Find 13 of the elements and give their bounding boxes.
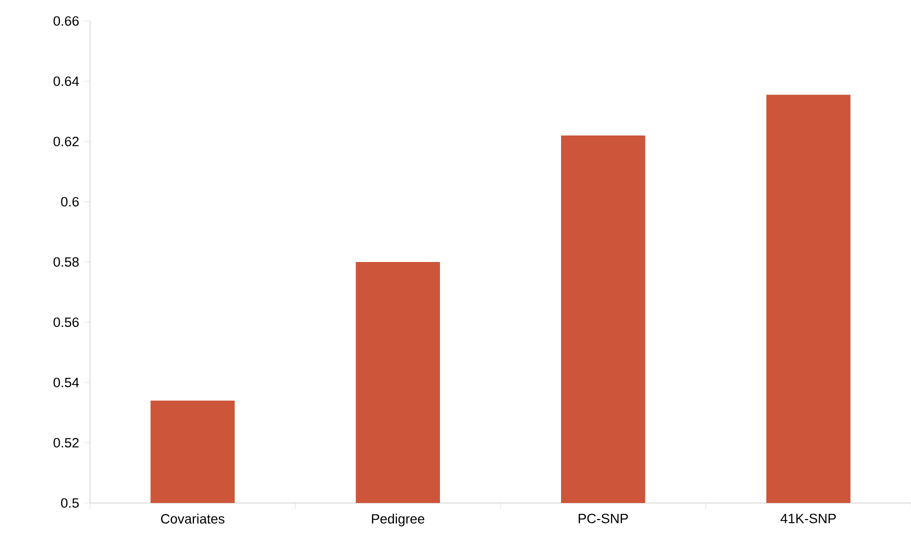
y-tick-label: 0.56 <box>54 317 79 328</box>
y-tick-label: 0.54 <box>54 378 79 388</box>
x-tick-label: Pedigree <box>372 514 424 526</box>
x-tick-label: Covariates <box>161 514 224 524</box>
x-tick-label: 41K-SNP <box>780 514 836 524</box>
y-tick-label: 0.52 <box>54 438 79 448</box>
y-tick-label: 0.58 <box>54 257 79 267</box>
y-tick-label: 0.5 <box>61 498 79 508</box>
y-tick-label: 0.6 <box>61 196 79 207</box>
y-tick-label: 0.66 <box>54 16 79 26</box>
y-tick-label: 0.62 <box>54 136 79 146</box>
x-tick-label: PC-SNP <box>578 514 628 524</box>
y-tick-label: 0.64 <box>54 76 79 86</box>
